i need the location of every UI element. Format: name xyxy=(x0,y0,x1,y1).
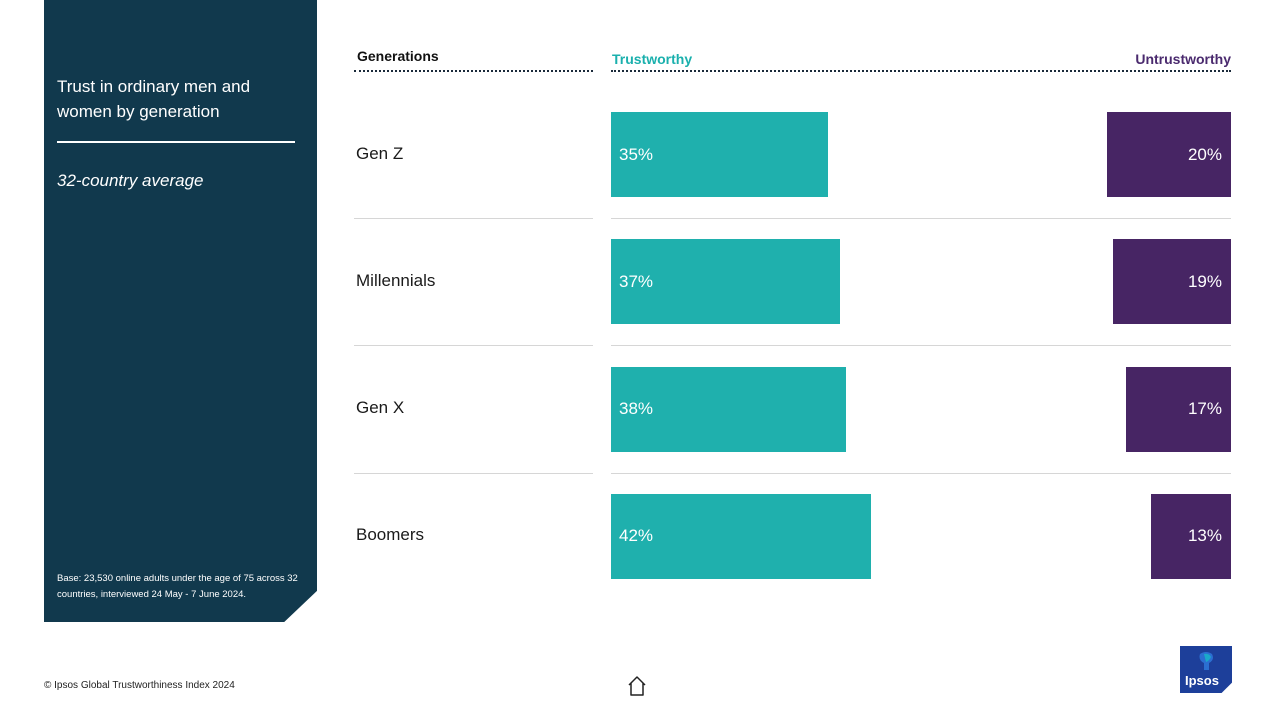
category-label-boomers: Boomers xyxy=(356,525,425,545)
data-label-trustworthy-boomers: 42% xyxy=(619,526,654,546)
copyright-footer: © Ipsos Global Trustworthiness Index 202… xyxy=(44,680,235,691)
row-separator-left xyxy=(354,218,593,219)
bar-untrustworthy-gen-z: 20% xyxy=(1107,112,1231,197)
data-label-trustworthy-millennials: 37% xyxy=(619,271,654,291)
bar-trustworthy-gen-x: 38% xyxy=(611,366,847,452)
data-label-untrustworthy-boomers: 13% xyxy=(1187,526,1222,546)
title-divider xyxy=(57,141,295,143)
bar-untrustworthy-boomers: 13% xyxy=(1150,493,1231,579)
data-label-untrustworthy-millennials: 19% xyxy=(1187,271,1222,291)
header-rule-left xyxy=(354,70,593,72)
legend-trustworthy: Trustworthy xyxy=(612,51,693,67)
data-label-untrustworthy-gen-z: 20% xyxy=(1187,144,1222,164)
category-label-gen-x: Gen X xyxy=(356,398,405,418)
base-note: Base: 23,530 online adults under the age… xyxy=(57,573,298,600)
logo-text: Ipsos xyxy=(1185,673,1219,688)
row-separator-right xyxy=(611,218,1231,219)
data-label-trustworthy-gen-x: 38% xyxy=(619,399,654,419)
row-separator-right xyxy=(611,472,1231,474)
bar-untrustworthy-gen-x: 17% xyxy=(1125,366,1231,452)
legend-untrustworthy: Untrustworthy xyxy=(1135,51,1231,67)
logo-mark-icon xyxy=(1199,652,1213,670)
bar-trustworthy-boomers: 42% xyxy=(611,493,871,579)
data-label-untrustworthy-gen-x: 17% xyxy=(1187,399,1222,419)
bar-trustworthy-millennials: 37% xyxy=(611,239,841,325)
bar-trustworthy-gen-z: 35% xyxy=(611,112,828,197)
chart-title: Trust in ordinary men and women by gener… xyxy=(57,77,251,121)
chart-subtitle: 32-country average xyxy=(57,171,204,190)
category-label-millennials: Millennials xyxy=(356,270,436,290)
data-label-trustworthy-gen-z: 35% xyxy=(619,144,654,164)
header-rule-right xyxy=(611,70,1231,72)
side-panel: Trust in ordinary men and women by gener… xyxy=(44,0,317,622)
row-separator-left xyxy=(354,472,593,474)
bar-untrustworthy-millennials: 19% xyxy=(1113,239,1231,325)
category-label-gen-z: Gen Z xyxy=(356,143,404,163)
home-icon[interactable] xyxy=(627,675,647,697)
generations-header: Generations xyxy=(357,48,439,64)
ipsos-logo-icon: Ipsos xyxy=(1180,646,1232,693)
row-separator-right xyxy=(611,345,1231,347)
row-separator-left xyxy=(354,345,593,347)
